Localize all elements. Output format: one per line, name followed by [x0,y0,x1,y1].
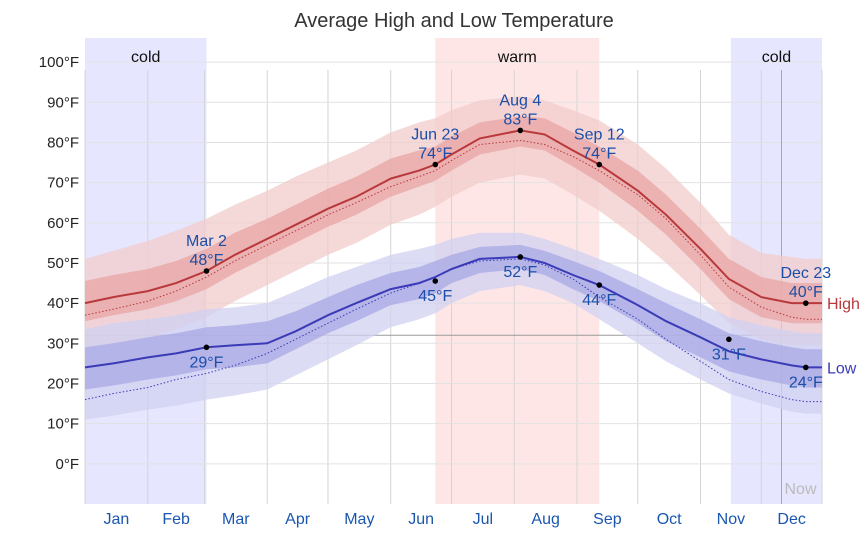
x-tick-label: Sep [593,511,622,528]
annotation-value: 83°F [503,111,537,128]
x-tick-label: Oct [657,511,682,528]
annotation-date: Jun 23 [411,127,459,144]
annotation-dot [803,300,809,306]
low-band-10-90 [85,232,822,420]
x-tick-label: Jul [473,511,493,528]
y-tick-label: 50°F [47,255,79,272]
annotation-dot [432,278,439,284]
annotation-value: 52°F [503,264,537,281]
y-tick-label: 0°F [55,456,79,473]
y-tick-label: 70°F [47,175,79,192]
annotation-dot [803,364,809,371]
y-tick-label: 60°F [47,215,79,232]
annotation-dot [596,282,603,288]
annotation-date: Mar 2 [186,233,227,250]
annotation-value: 74°F [418,146,452,163]
low-normal-line [84,258,822,403]
series-lines [84,129,822,403]
annotation-dot [203,268,210,274]
annotation-dot [726,336,732,343]
y-tick-label: 10°F [47,416,79,433]
annotation-value: 29°F [189,354,223,371]
percentile-bands [85,96,822,420]
high-band-25-75 [85,116,822,324]
season-label-warm: warm [497,49,537,66]
high-normal-line [84,139,822,320]
labels: cold warm cold Jan Feb Mar Apr May Jun Jul Aug Sep O… [39,49,860,528]
annotation-dot [517,127,524,134]
annotation-value: 48°F [189,252,223,269]
high-band-10-90 [85,96,822,348]
x-tick-label: Jun [408,511,434,528]
annotation-date: Sep 12 [574,127,625,144]
x-tick-label: Apr [285,511,311,528]
x-tick-label: Feb [162,511,190,528]
x-tick-label: Mar [222,511,250,528]
now-label: Now [785,481,817,498]
series-label-high: High [827,296,860,313]
low-average-line [84,255,822,369]
x-tick-label: Aug [531,511,559,528]
annotation-value: 24°F [789,374,823,391]
annotation-dot [432,161,439,168]
annotation-dot [203,344,210,351]
x-tick-label: Nov [717,511,745,528]
y-tick-label: 40°F [47,295,79,312]
annotation-value: 74°F [582,146,616,163]
high-average-line [84,129,822,305]
season-label-cold: cold [762,49,791,66]
chart-title: Average High and Low Temperature [294,10,613,32]
y-tick-label: 80°F [47,134,79,151]
annotation-value: 45°F [418,288,452,305]
annotation-date: Dec 23 [780,265,831,282]
x-tick-label: May [344,511,374,528]
annotation-value: 40°F [789,284,823,301]
annotation-value: 44°F [582,292,616,309]
annotation-value: 31°F [712,346,746,363]
y-tick-label: 20°F [47,375,79,392]
x-tick-label: Dec [777,511,805,528]
y-tick-label: 30°F [47,335,79,352]
annotation-date: Aug 4 [499,92,541,109]
x-tick-label: Jan [103,511,129,528]
season-label-cold: cold [131,49,160,66]
y-tick-label: 90°F [47,94,79,111]
y-tick-label: 100°F [39,54,79,71]
annotation-dot [517,254,524,260]
annotation-markers [203,127,809,371]
annotation-dot [596,161,603,168]
series-label-low: Low [827,360,857,377]
low-band-25-75 [85,244,822,390]
